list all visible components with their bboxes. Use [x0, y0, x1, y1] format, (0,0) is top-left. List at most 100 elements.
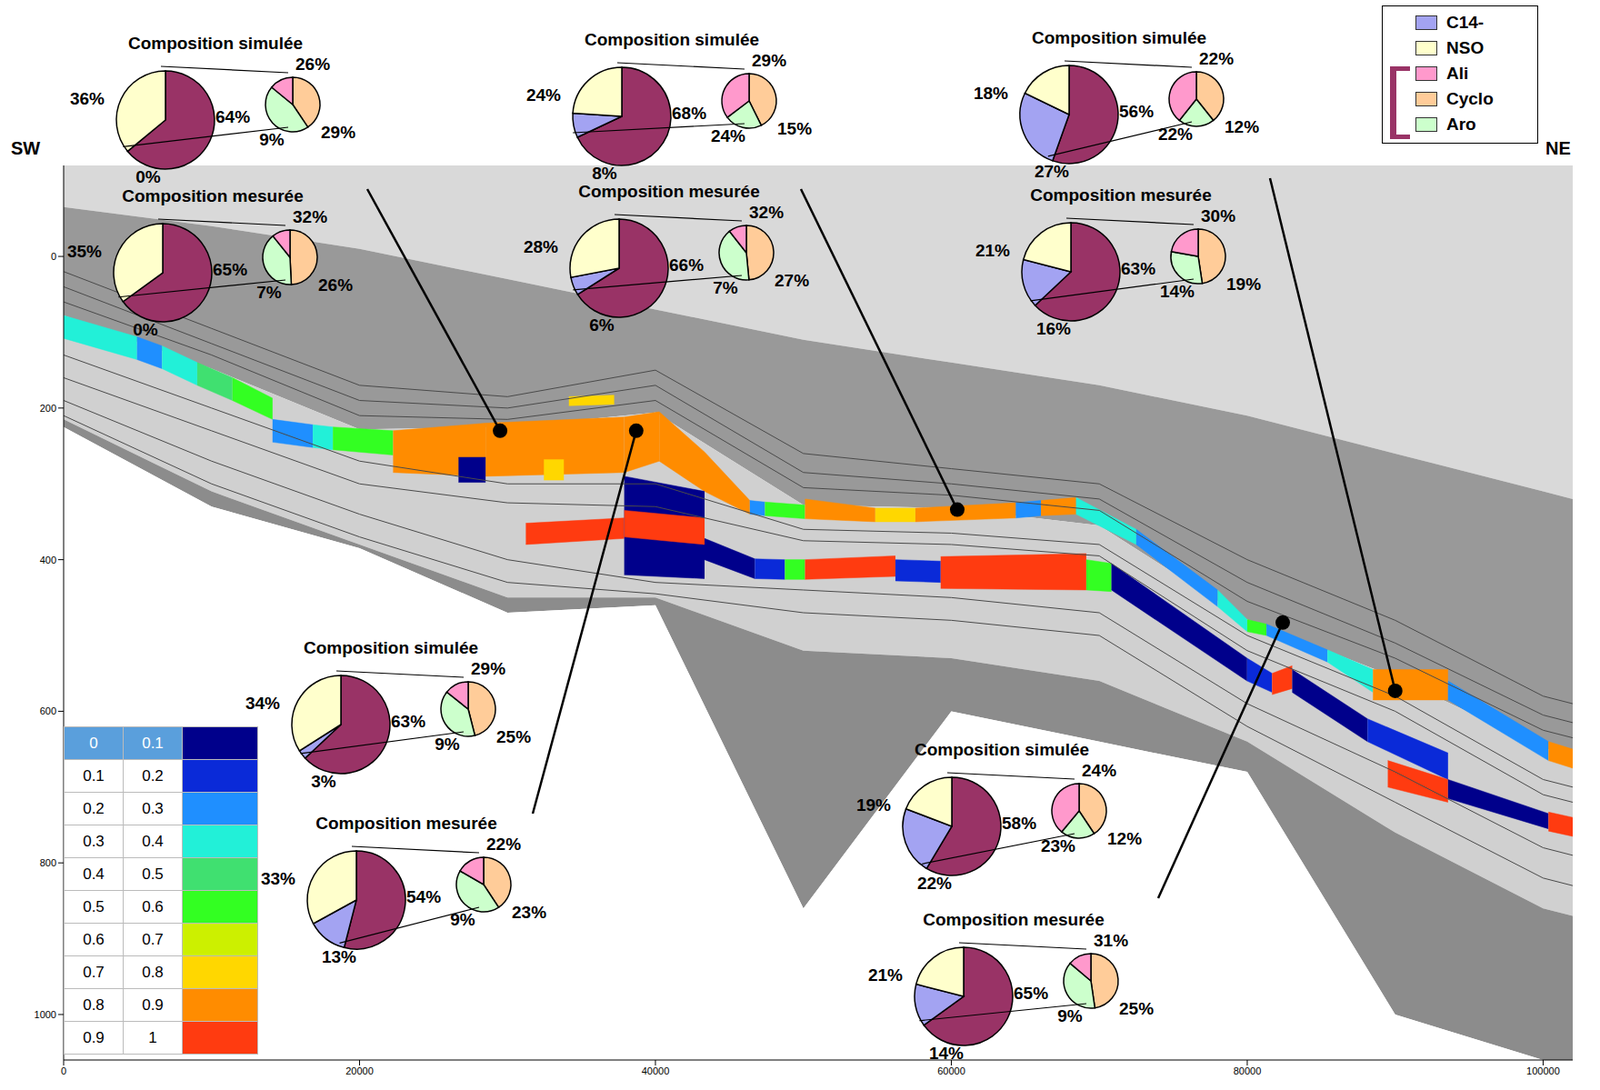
svg-text:25%: 25%: [1119, 999, 1154, 1019]
svg-text:16%: 16%: [1036, 319, 1071, 339]
svg-text:29%: 29%: [470, 659, 506, 679]
svg-text:21%: 21%: [975, 240, 1010, 260]
svg-text:0%: 0%: [132, 320, 159, 340]
svg-text:1000: 1000: [34, 1009, 57, 1020]
svg-text:28%: 28%: [523, 237, 559, 257]
html-text:C14-: C14-: [1446, 12, 1484, 32]
svg-text:24%: 24%: [1081, 760, 1117, 780]
svg-text:24%: 24%: [526, 85, 561, 105]
svg-text:23%: 23%: [1040, 836, 1076, 856]
svg-text:22%: 22%: [1199, 49, 1234, 69]
svg-text:Composition mesurée: Composition mesurée: [121, 186, 304, 206]
svg-text:34%: 34%: [245, 693, 280, 713]
svg-text:25%: 25%: [496, 727, 531, 747]
svg-text:65%: 65%: [1013, 983, 1049, 1003]
svg-text:Composition simulée: Composition simulée: [584, 30, 760, 50]
html-text:0.9: 0.9: [142, 995, 164, 1014]
svg-text:56%: 56%: [1119, 101, 1154, 121]
svg-text:0: 0: [50, 250, 57, 262]
svg-text:Composition mesurée: Composition mesurée: [922, 910, 1105, 930]
html-text:0.2: 0.2: [82, 799, 105, 817]
html-text:Aro: Aro: [1446, 114, 1477, 134]
svg-text:Composition simulée: Composition simulée: [128, 33, 303, 53]
svg-text:30%: 30%: [1200, 206, 1236, 226]
svg-text:66%: 66%: [669, 255, 704, 275]
svg-text:65%: 65%: [212, 260, 248, 280]
html-text:0.3: 0.3: [142, 799, 164, 817]
svg-text:31%: 31%: [1093, 930, 1129, 950]
svg-text:18%: 18%: [973, 83, 1009, 103]
html-text:0.1: 0.1: [82, 766, 105, 785]
svg-text:Composition simulée: Composition simulée: [914, 740, 1090, 760]
svg-text:6%: 6%: [589, 315, 615, 335]
svg-text:32%: 32%: [749, 202, 784, 222]
svg-text:8%: 8%: [591, 163, 618, 183]
svg-text:3%: 3%: [310, 771, 337, 791]
svg-text:SW: SW: [10, 138, 40, 159]
svg-text:9%: 9%: [450, 910, 476, 930]
svg-text:19%: 19%: [856, 795, 891, 815]
svg-text:54%: 54%: [406, 887, 441, 907]
html-text:0.4: 0.4: [142, 832, 164, 850]
svg-text:26%: 26%: [318, 275, 353, 295]
svg-text:Composition mesurée: Composition mesurée: [1030, 185, 1212, 205]
svg-text:24%: 24%: [710, 126, 746, 146]
svg-text:29%: 29%: [320, 122, 356, 142]
svg-text:0: 0: [60, 1065, 67, 1077]
svg-text:200: 200: [40, 402, 57, 414]
svg-text:15%: 15%: [777, 119, 812, 139]
svg-text:Composition simulée: Composition simulée: [1031, 28, 1207, 48]
html-text:0.5: 0.5: [142, 865, 164, 883]
svg-text:22%: 22%: [486, 834, 521, 854]
svg-text:35%: 35%: [67, 241, 102, 261]
svg-text:19%: 19%: [1226, 274, 1261, 294]
html-text:0.8: 0.8: [82, 995, 105, 1014]
svg-text:13%: 13%: [321, 947, 357, 967]
svg-text:Composition mesurée: Composition mesurée: [578, 181, 760, 201]
svg-text:80000: 80000: [1233, 1065, 1262, 1077]
svg-text:14%: 14%: [1160, 281, 1195, 301]
html-text:0.1: 0.1: [142, 734, 164, 752]
svg-text:36%: 36%: [70, 89, 105, 109]
html-text:Cyclo: Cyclo: [1446, 89, 1494, 109]
svg-text:33%: 33%: [260, 869, 296, 889]
svg-text:22%: 22%: [917, 873, 952, 893]
svg-text:9%: 9%: [1057, 1006, 1083, 1026]
svg-text:9%: 9%: [434, 734, 460, 754]
svg-text:26%: 26%: [295, 54, 330, 74]
svg-text:29%: 29%: [751, 50, 787, 70]
svg-text:20000: 20000: [345, 1065, 374, 1077]
svg-text:NE: NE: [1545, 138, 1571, 159]
svg-text:64%: 64%: [215, 107, 250, 127]
svg-text:22%: 22%: [1158, 124, 1193, 144]
svg-text:100000: 100000: [1526, 1065, 1560, 1077]
svg-text:Composition simulée: Composition simulée: [303, 638, 479, 658]
html-text:0.4: 0.4: [82, 865, 105, 883]
svg-text:40000: 40000: [641, 1065, 670, 1077]
svg-text:63%: 63%: [390, 711, 426, 731]
svg-text:14%: 14%: [929, 1043, 964, 1063]
svg-text:Composition mesurée: Composition mesurée: [315, 813, 498, 833]
svg-text:63%: 63%: [1120, 259, 1156, 279]
svg-text:600: 600: [40, 705, 57, 717]
svg-text:21%: 21%: [868, 965, 903, 985]
svg-text:27%: 27%: [1034, 161, 1070, 181]
svg-text:400: 400: [40, 554, 57, 566]
svg-text:800: 800: [40, 857, 57, 869]
html-text:0.2: 0.2: [142, 766, 164, 785]
html-text:NSO: NSO: [1446, 38, 1484, 58]
svg-text:9%: 9%: [259, 130, 285, 150]
svg-text:27%: 27%: [774, 270, 810, 290]
svg-text:58%: 58%: [1001, 813, 1037, 833]
svg-text:12%: 12%: [1107, 829, 1142, 849]
svg-text:12%: 12%: [1224, 117, 1260, 137]
svg-text:68%: 68%: [671, 103, 707, 123]
svg-text:23%: 23%: [511, 902, 547, 922]
html-text:Ali: Ali: [1446, 63, 1469, 83]
svg-text:32%: 32%: [292, 207, 328, 227]
svg-text:0%: 0%: [135, 167, 161, 187]
svg-text:7%: 7%: [712, 278, 739, 298]
html-text:0.3: 0.3: [82, 832, 105, 850]
svg-text:7%: 7%: [256, 282, 282, 302]
svg-text:60000: 60000: [937, 1065, 966, 1077]
